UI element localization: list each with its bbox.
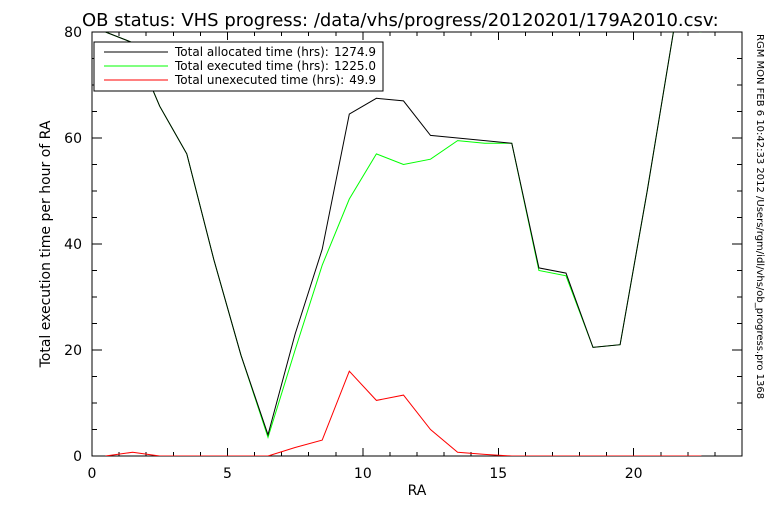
legend-label: Total unexecuted time (hrs): bbox=[174, 73, 344, 87]
axes bbox=[91, 31, 743, 457]
legend-label: Total allocated time (hrs): bbox=[174, 45, 329, 59]
plot-frame bbox=[91, 31, 743, 457]
chart-title: OB status: VHS progress: /data/vhs/progr… bbox=[82, 10, 719, 31]
series-line-2 bbox=[105, 370, 702, 456]
y-axis-ticks: 0 20 40 60 80 bbox=[64, 25, 742, 465]
y-axis-label: Total execution time per hour of RA bbox=[38, 120, 54, 368]
x-tick-label: 20 bbox=[625, 466, 643, 482]
x-axis-ticks: 0 5 10 15 20 bbox=[88, 32, 743, 482]
x-tick-label: 10 bbox=[354, 466, 372, 482]
legend-value: 49.9 bbox=[349, 73, 376, 87]
x-tick-label: 15 bbox=[489, 466, 507, 482]
y-tick-label: 80 bbox=[64, 25, 82, 41]
legend-label: Total executed time (hrs): bbox=[174, 59, 329, 73]
y-tick-label: 40 bbox=[64, 237, 82, 253]
legend-value: 1274.9 bbox=[334, 45, 376, 59]
legend-value: 1225.0 bbox=[334, 59, 376, 73]
series-line-0 bbox=[105, 32, 702, 437]
side-note: RGM MON FEB 6 10:42:33 2012 /Users/rgm/i… bbox=[754, 34, 765, 399]
x-axis-label: RA bbox=[408, 483, 427, 499]
x-tick-label: 5 bbox=[223, 466, 232, 482]
x-tick-label: 0 bbox=[88, 466, 97, 482]
y-tick-label: 60 bbox=[64, 131, 82, 147]
legend: Total allocated time (hrs): 1274.9 Total e… bbox=[93, 41, 384, 92]
y-tick-label: 0 bbox=[73, 449, 82, 465]
series-layer bbox=[105, 32, 702, 456]
y-tick-label: 20 bbox=[64, 343, 82, 359]
